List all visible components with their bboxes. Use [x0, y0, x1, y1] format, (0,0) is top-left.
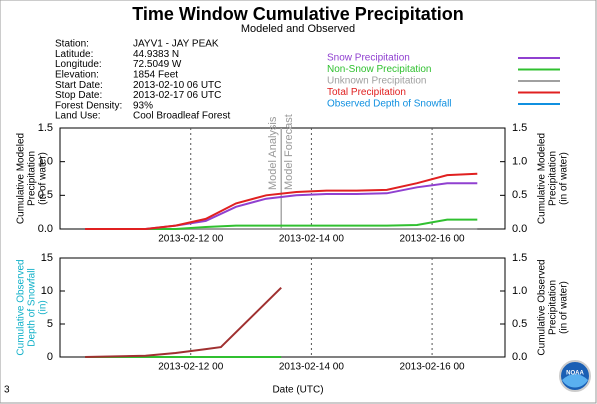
legend-label: Observed Depth of Snowfall — [327, 99, 452, 110]
info-value: 2013-02-10 06 UTC — [133, 80, 221, 91]
plot-area — [59, 257, 506, 358]
y-tick-label: 1.5 — [512, 252, 527, 264]
info-label: Latitude: — [55, 49, 93, 60]
svg-text:NOAA: NOAA — [566, 371, 584, 377]
y-axis-label: Depth of Snowfall — [27, 268, 38, 346]
y-axis-label: (in of water) — [559, 152, 570, 205]
info-value: Cool Broadleaf Forest — [133, 111, 230, 122]
x-tick-label: 2013-02-12 00 — [158, 362, 223, 373]
y-axis-label: Precipitation — [27, 151, 38, 206]
info-value: 44.9383 N — [133, 49, 179, 60]
y-tick-label: 1.5 — [512, 122, 527, 134]
legend-label: Non-Snow Precipitation — [327, 64, 432, 75]
y-tick-label: 15 — [41, 252, 53, 264]
y-axis-label: Cumulative Observed — [16, 259, 27, 355]
info-label: Longitude: — [55, 59, 102, 70]
x-tick-label: 2013-02-16 00 — [400, 234, 465, 245]
y-axis-label: (in) — [38, 300, 49, 314]
y-tick-label: 0.0 — [512, 351, 527, 363]
x-tick-label: 2013-02-14 00 — [279, 362, 344, 373]
y-tick-label: 0.5 — [38, 189, 53, 201]
y-axis-label: Cumulative Modeled — [16, 133, 27, 224]
y-tick-label: 1.5 — [38, 122, 53, 134]
info-label: Stop Date: — [55, 90, 102, 101]
y-tick-label: 1.0 — [512, 156, 527, 168]
y-axis-label: Cumulative Observed — [537, 259, 548, 355]
x-tick-label: 2013-02-14 00 — [279, 234, 344, 245]
info-value: 1854 Feet — [133, 70, 178, 81]
noaa-logo: NOAA — [559, 360, 591, 392]
y-axis-label: Precipitation — [548, 280, 559, 335]
info-value: 93% — [133, 100, 153, 111]
y-tick-label: 5 — [47, 318, 53, 330]
y-axis-label: (in of water) — [38, 152, 49, 205]
y-tick-label: 0.0 — [512, 223, 527, 235]
y-tick-label: 0.0 — [38, 223, 53, 235]
legend-label: Total Precipitation — [327, 87, 406, 98]
annotation: Model Analysis — [267, 116, 279, 190]
x-axis-label: Date (UTC) — [272, 385, 323, 396]
title: Time Window Cumulative Precipitation — [132, 4, 464, 24]
annotation: Model Forecast — [283, 114, 295, 190]
info-label: Forest Density: — [55, 100, 122, 111]
info-value: JAYV1 - JAY PEAK — [133, 39, 219, 50]
y-tick-label: 0 — [47, 351, 53, 363]
y-axis-label: Precipitation — [548, 151, 559, 206]
y-tick-label: 0.5 — [512, 189, 527, 201]
y-axis-label: Cumulative Modeled — [537, 133, 548, 224]
info-label: Start Date: — [55, 80, 103, 91]
legend-label: Unknown Precipitation — [327, 76, 427, 87]
y-tick-label: 10 — [41, 285, 53, 297]
y-tick-label: 1.0 — [512, 285, 527, 297]
legend-label: Snow Precipitation — [327, 53, 410, 64]
x-tick-label: 2013-02-12 00 — [158, 234, 223, 245]
page-number: 3 — [4, 385, 10, 396]
y-tick-label: 0.5 — [512, 318, 527, 330]
series-line — [85, 286, 282, 358]
x-tick-label: 2013-02-16 00 — [400, 362, 465, 373]
info-value: 2013-02-17 06 UTC — [133, 90, 221, 101]
info-label: Land Use: — [55, 111, 101, 122]
info-value: 72.5049 W — [133, 59, 182, 70]
info-label: Elevation: — [55, 70, 99, 81]
info-label: Station: — [55, 39, 89, 50]
y-tick-label: 1.0 — [38, 156, 53, 168]
subtitle: Modeled and Observed — [241, 23, 355, 35]
series-line — [85, 172, 478, 230]
y-axis-label: (in of water) — [559, 281, 570, 334]
